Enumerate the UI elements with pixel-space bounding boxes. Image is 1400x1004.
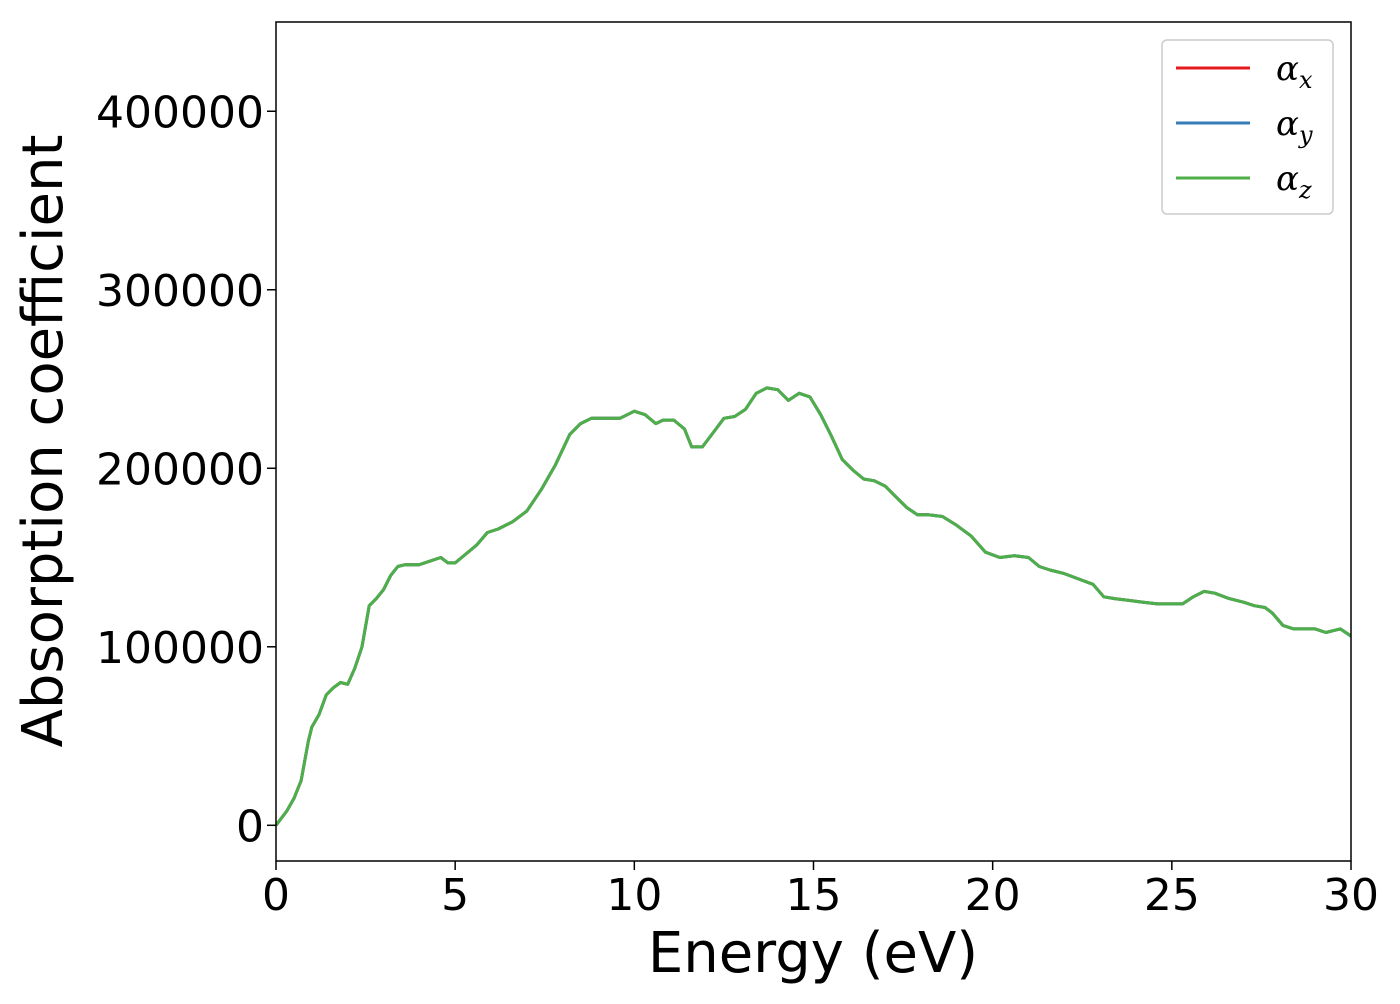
y-tick-label: 100000 (96, 623, 264, 674)
y-tick-label: 0 (236, 801, 264, 852)
y-tick-label: 200000 (96, 444, 264, 495)
y-axis-title: Absorption coefficient (11, 135, 76, 748)
legend-box (1161, 39, 1334, 215)
x-tick-label: 15 (786, 870, 842, 921)
x-tick-label: 0 (262, 870, 290, 921)
legend-subscript: x (1299, 66, 1313, 94)
x-tick-label: 5 (441, 870, 469, 921)
series-line-z (276, 386, 1351, 827)
x-axis-ticks: 0 5 10 15 20 25 30 (262, 861, 1379, 921)
x-tick-label: 20 (965, 870, 1021, 921)
y-tick-label: 300000 (96, 266, 264, 317)
x-tick-label: 25 (1144, 870, 1200, 921)
legend-symbol: α (1276, 159, 1299, 199)
legend-label-x: αx (1276, 49, 1313, 94)
x-axis-title: Energy (eV) (648, 921, 978, 986)
x-tick-label: 30 (1323, 870, 1379, 921)
y-axis-ticks: 0 100000 200000 300000 400000 (96, 87, 276, 852)
x-tick-label: 10 (606, 870, 662, 921)
legend-subscript: z (1298, 176, 1312, 204)
y-tick-label: 400000 (96, 87, 264, 138)
legend-label-z: αz (1276, 159, 1312, 204)
legend-symbol: α (1276, 104, 1299, 144)
legend-symbol: α (1276, 49, 1299, 89)
legend-label-y: αy (1276, 104, 1313, 149)
legend-subscript: y (1298, 121, 1313, 149)
series-layer (276, 386, 1351, 827)
